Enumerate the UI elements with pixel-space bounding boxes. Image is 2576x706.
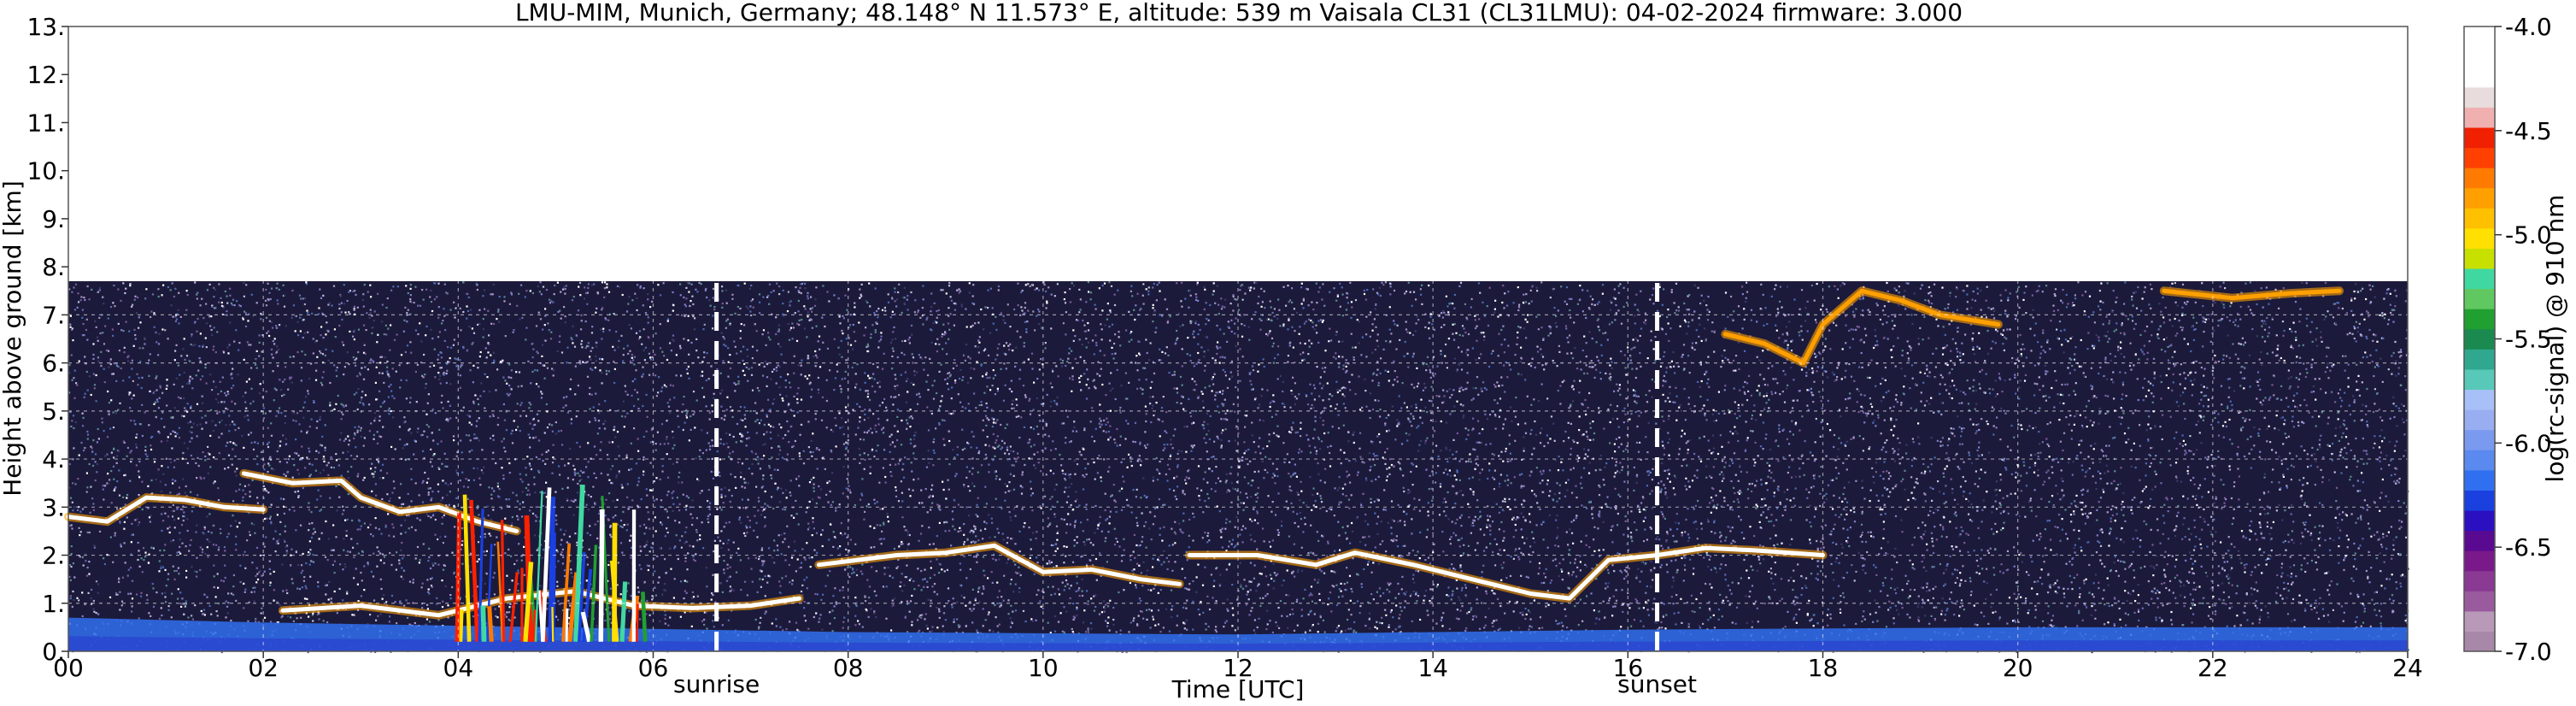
y-tick-label: 13. [26, 13, 65, 41]
colorbar-segment [2464, 409, 2495, 431]
colorbar-label: log(rc-signal) @ 910 nm [2541, 195, 2569, 483]
y-tick-label: 6. [42, 350, 65, 378]
colorbar-segment [2464, 86, 2495, 108]
colorbar-segment [2464, 610, 2495, 632]
colorbar-tick-label: -7.0 [2505, 638, 2552, 666]
cloud-layer-high-evening [1722, 288, 2001, 366]
y-tick-label: 2. [42, 542, 65, 570]
x-tick-label: 04 [443, 654, 474, 682]
colorbar-tick-label: -6.0 [2505, 429, 2552, 457]
colorbar-segment [2464, 368, 2495, 391]
colorbar-segment [2464, 309, 2495, 330]
colorbar [2463, 26, 2496, 652]
colorbar-tick-label: -6.5 [2505, 533, 2552, 562]
x-tick-label: 08 [833, 654, 864, 682]
colorbar-tick-label: -5.0 [2505, 221, 2552, 250]
grid [68, 26, 2408, 651]
colorbar-tick-label: -4.0 [2505, 13, 2552, 41]
colorbar-segment [2464, 288, 2495, 309]
x-tick-label: 18 [1808, 654, 1839, 682]
x-tick-label: 24 [2392, 654, 2423, 682]
y-axis-ticks: 0. 1. 2. 3. 4. 5. 6. 7. 8. 9. 10. 11. 12. 13. [26, 13, 68, 666]
colorbar-segment [2464, 469, 2495, 491]
x-tick-label: 00 [53, 654, 84, 682]
colorbar-segment [2464, 147, 2495, 168]
y-tick-label: 1. [42, 590, 65, 618]
x-tick-label: 22 [2198, 654, 2228, 682]
precip-streaks-dawn [455, 484, 648, 643]
colorbar-tick-label: -5.5 [2505, 326, 2552, 354]
y-tick-label: 5. [42, 397, 65, 426]
x-tick-label: 20 [2003, 654, 2033, 682]
y-tick-label: 0. [42, 638, 65, 666]
y-tick-label: 12. [26, 61, 65, 89]
colorbar-segment [2464, 67, 2495, 88]
colorbar-segment [2464, 26, 2495, 48]
colorbar-segment [2464, 46, 2495, 68]
x-tick-label: 02 [248, 654, 279, 682]
colorbar-segment [2464, 107, 2495, 128]
y-axis-label: Height above ground [km] [0, 180, 26, 497]
colorbar-segment [2464, 187, 2495, 209]
colorbar-segment [2464, 349, 2495, 370]
cloud-layer-midday [816, 543, 1182, 586]
x-tick-label: 12 [1223, 654, 1253, 682]
colorbar-segment [2464, 490, 2495, 511]
sunset-label: sunset [1617, 670, 1697, 698]
colorbar-segment [2464, 168, 2495, 189]
colorbar-segment [2464, 126, 2495, 149]
colorbar-segment [2464, 429, 2495, 450]
chart-title: LMU-MIM, Munich, Germany; 48.148° N 11.5… [515, 0, 1963, 26]
colorbar-tick-label: -4.5 [2505, 117, 2552, 145]
plot-area [64, 26, 2409, 654]
backscatter-field [68, 281, 2409, 654]
colorbar-segment [2464, 227, 2495, 249]
cloud-layer-high-night [2162, 288, 2342, 301]
y-tick-label: 11. [26, 109, 65, 137]
x-axis-label: Time [UTC] [1171, 675, 1305, 703]
x-tick-label: 06 [638, 654, 669, 682]
cloud-layer-afternoon [1187, 545, 1825, 601]
colorbar-segment [2464, 550, 2495, 572]
noise-speckle [68, 281, 2409, 654]
colorbar-segment [2464, 450, 2495, 471]
y-tick-label: 9. [42, 205, 65, 233]
y-tick-label: 7. [42, 301, 65, 329]
colorbar-segment [2464, 591, 2495, 612]
colorbar-segment [2464, 509, 2495, 532]
x-tick-label: 10 [1028, 654, 1059, 682]
sunrise-label: sunrise [673, 670, 760, 698]
y-tick-label: 10. [26, 157, 65, 185]
colorbar-segment [2464, 570, 2495, 591]
y-tick-label: 4. [42, 445, 65, 474]
y-tick-label: 8. [42, 253, 65, 281]
x-axis-ticks: sunrise sunset 00 02 04 06 08 10 12 14 16 18 20 22 24 [53, 651, 2423, 698]
colorbar-segment [2464, 248, 2495, 269]
colorbar-segment [2464, 631, 2495, 652]
colorbar-segment [2464, 389, 2495, 410]
y-tick-label: 3. [42, 493, 65, 521]
colorbar-segment [2464, 328, 2495, 350]
colorbar-ticks: -4.0 -4.5 -5.0 -5.5 -6.0 -6.5 -7.0 [2495, 13, 2552, 666]
colorbar-segment [2464, 268, 2495, 290]
x-tick-label: 14 [1417, 654, 1448, 682]
colorbar-segment [2464, 208, 2495, 229]
colorbar-segment [2464, 530, 2495, 551]
x-tick-label: 16 [1613, 654, 1644, 682]
annotations [714, 283, 1660, 651]
